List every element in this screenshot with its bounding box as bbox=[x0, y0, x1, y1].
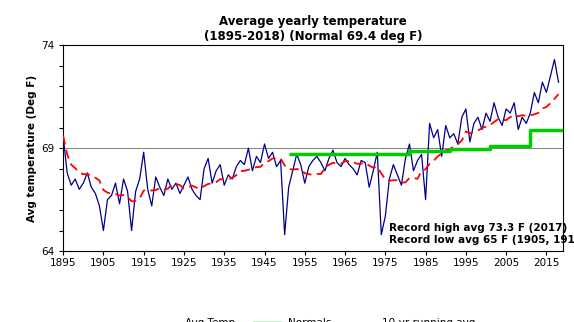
Legend: Avg Temp., Normals, 10-yr running avg: Avg Temp., Normals, 10-yr running avg bbox=[146, 314, 479, 322]
Y-axis label: Avg temperature (Deg F): Avg temperature (Deg F) bbox=[27, 75, 37, 222]
Title: Average yearly temperature
(1895-2018) (Normal 69.4 deg F): Average yearly temperature (1895-2018) (… bbox=[204, 14, 422, 43]
Text: Record high avg 73.3 F (2017)
Record low avg 65 F (1905, 1912): Record high avg 73.3 F (2017) Record low… bbox=[389, 223, 574, 245]
